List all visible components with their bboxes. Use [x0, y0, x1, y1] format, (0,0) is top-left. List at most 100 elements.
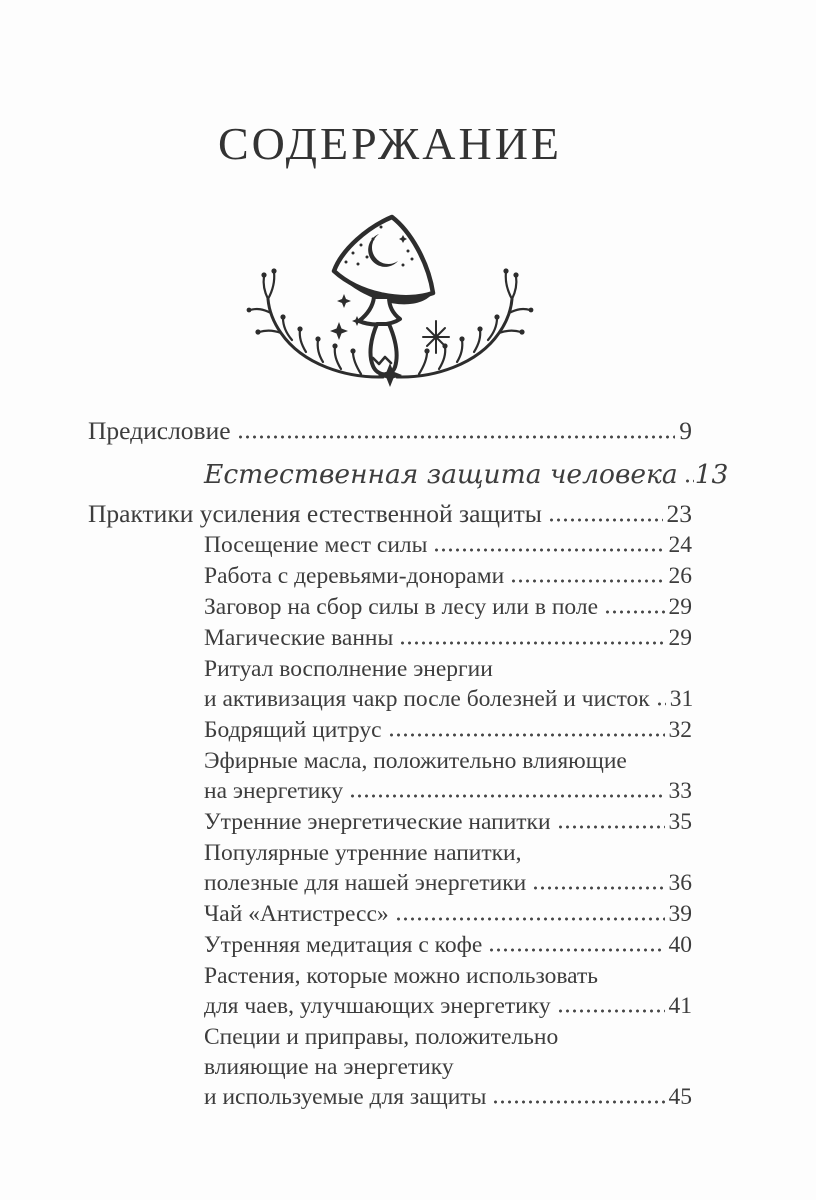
toc-entry: Ритуал восполнение энергии и активизация…	[88, 654, 693, 714]
dot-leader	[547, 517, 663, 522]
toc-entry-title: Утренняя медитация с кофе	[204, 931, 483, 958]
toc-page-number: 40	[668, 931, 693, 958]
toc-entry: Утренние энергетические напитки 35	[88, 807, 692, 837]
toc-entry: Посещение мест силы 24	[88, 530, 692, 560]
toc-line: и используемые для защиты 45	[88, 1082, 692, 1112]
mushroom-moon-branches-icon	[246, 214, 534, 387]
dot-leader	[433, 547, 665, 552]
toc-line: на энергетику 33	[88, 776, 692, 806]
toc-entry: Растения, которые можно использовать для…	[88, 961, 692, 1021]
toc-entry: Чай «Антистресс» 39	[88, 899, 692, 929]
toc-line: полезные для нашей энергетики 36	[88, 868, 692, 898]
toc-entry: Заговор на сбор силы в лесу или в поле 2…	[88, 592, 692, 622]
toc-entry-title: и активизация чакр после болезней и чист…	[204, 685, 650, 712]
toc-page-number: 36	[668, 869, 693, 896]
cap-speckles	[344, 225, 414, 267]
page-title: СОДЕРЖАНИЕ	[217, 118, 563, 169]
toc-line: Эфирные масла, положительно влияющие	[88, 746, 692, 776]
toc-page-number: 9	[679, 415, 692, 445]
toc-entry-title: Предисловие	[88, 415, 231, 445]
toc-entry-title: Популярные утренние напитки,	[204, 839, 522, 866]
right-branch	[395, 268, 534, 379]
toc-entry: Бодрящий цитрус 32	[88, 715, 692, 745]
toc-page-number: 35	[668, 808, 693, 835]
toc-entry: Популярные утренние напитки, полезные дл…	[88, 838, 692, 898]
toc-entry: Утренняя медитация с кофе 40	[88, 930, 692, 960]
toc-page-number: 23	[666, 498, 693, 528]
dot-leader	[510, 578, 665, 583]
dot-leader	[556, 1008, 665, 1013]
dot-leader	[488, 947, 665, 952]
toc-line: Предисловие 9	[88, 415, 692, 446]
toc-entry-title: Естественная защита человека	[204, 458, 678, 490]
toc-entry-title: Магические ванны	[204, 624, 394, 651]
toc-line: Популярные утренние напитки,	[88, 838, 692, 868]
toc-entry-title: Заговор на сбор силы в лесу или в поле	[204, 593, 599, 620]
toc-entry: Практики усиления естественной защиты 23	[88, 498, 692, 529]
toc-entry-title: на энергетику	[204, 777, 344, 804]
toc-line: Естественная защита человека 13	[88, 458, 728, 491]
toc-line: Утренняя медитация с кофе 40	[88, 930, 692, 960]
toc-entry: Эфирные масла, положительно влияющие на …	[88, 746, 692, 806]
toc-entry-title: Утренние энергетические напитки	[204, 808, 551, 835]
toc-entry-title: Практики усиления естественной защиты	[88, 498, 542, 528]
bottom-star-icon	[378, 362, 402, 387]
dot-leader	[399, 640, 665, 645]
toc-entry: Специи и приправы, положительно влияющие…	[88, 1022, 692, 1112]
toc-line: Специи и приправы, положительно	[88, 1022, 692, 1052]
tiny-star-icon	[399, 234, 407, 243]
toc-line: Магические ванны 29	[88, 623, 692, 653]
dot-leader	[604, 609, 665, 614]
toc-entry-title: Посещение мест силы	[204, 531, 428, 558]
toc-entry-title: для чаев, улучшающих энергетику	[204, 992, 551, 1019]
toc-entry-title: Работа с деревьями-донорами	[204, 562, 505, 589]
dot-leader	[532, 885, 665, 890]
table-of-contents: Предисловие 9 Естественная защита челове…	[88, 415, 728, 1112]
toc-entry-title: Растения, которые можно использовать	[204, 962, 598, 989]
toc-entry-title: Бодрящий цитрус	[204, 716, 382, 743]
toc-page-number: 45	[668, 1083, 693, 1110]
toc-page-number: 29	[668, 624, 693, 651]
toc-entry-title: Ритуал восполнение энергии	[204, 655, 493, 682]
toc-section-heading: Естественная защита человека 13	[88, 458, 728, 491]
toc-page-number: 26	[668, 562, 693, 589]
toc-line: Ритуал восполнение энергии	[88, 654, 692, 684]
toc-entry-title: Чай «Антистресс»	[204, 900, 389, 927]
toc-entry-title: и используемые для защиты	[204, 1083, 487, 1110]
dot-leader	[394, 916, 665, 921]
toc-line: Практики усиления естественной защиты 23	[88, 498, 692, 529]
toc-line: Чай «Антистресс» 39	[88, 899, 692, 929]
toc-line: влияющие на энергетику	[88, 1052, 692, 1082]
sparkle-stars	[330, 293, 450, 387]
toc-page-number: 32	[668, 716, 693, 743]
toc-line: и активизация чакр после болезней и чист…	[88, 684, 693, 714]
dot-leader	[387, 732, 665, 737]
toc-entry: Магические ванны 29	[88, 623, 692, 653]
toc-line: Бодрящий цитрус 32	[88, 715, 692, 745]
toc-entry: Предисловие 9	[88, 415, 692, 446]
asterisk-star-icon	[422, 319, 450, 354]
dot-leader	[492, 1099, 665, 1104]
stem	[368, 321, 399, 377]
toc-page-number: 39	[668, 900, 693, 927]
dot-leader	[349, 793, 665, 798]
toc-line: Посещение мест силы 24	[88, 530, 692, 560]
toc-page-number: 13	[694, 458, 729, 490]
toc-line: Утренние энергетические напитки 35	[88, 807, 692, 837]
toc-line: Растения, которые можно использовать	[88, 961, 692, 991]
toc-line: для чаев, улучшающих энергетику 41	[88, 991, 692, 1021]
toc-line: Работа с деревьями-донорами 26	[88, 561, 692, 591]
toc-page-number: 33	[668, 777, 693, 804]
dot-leader	[556, 824, 665, 829]
crescent-moon-icon	[368, 233, 398, 267]
toc-entry-title: Специи и приправы, положительно	[204, 1023, 559, 1050]
toc-page-number: 41	[668, 992, 693, 1019]
dot-leader	[655, 701, 666, 706]
toc-entry-title: Эфирные масла, положительно влияющие	[204, 747, 627, 774]
mushroom	[331, 214, 436, 377]
dot-leader	[236, 434, 676, 439]
left-branch	[246, 268, 385, 379]
toc-page-number: 24	[668, 531, 693, 558]
toc-line: Заговор на сбор силы в лесу или в поле 2…	[88, 592, 692, 622]
